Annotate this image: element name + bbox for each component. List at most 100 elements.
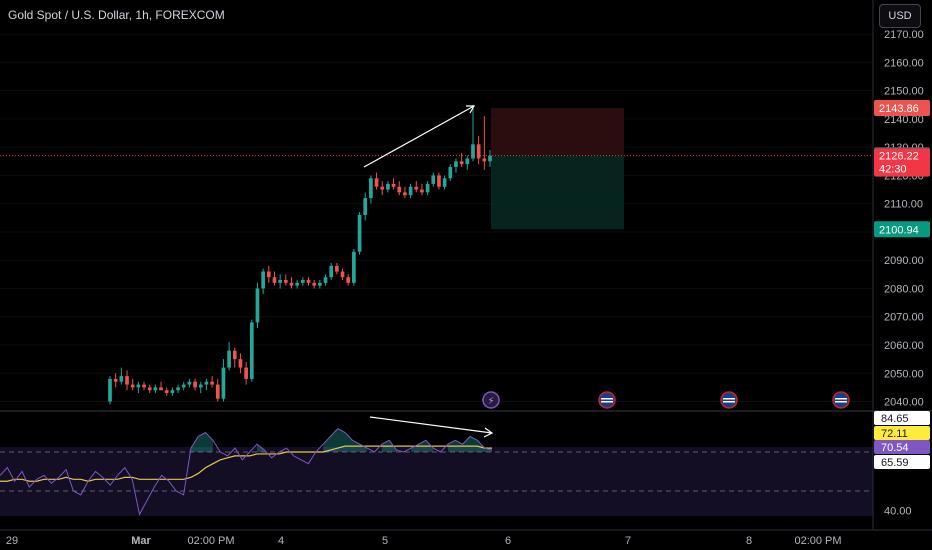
- candle-body: [232, 350, 237, 360]
- lightning-event-icon[interactable]: ⚡: [482, 391, 500, 409]
- candle-body: [130, 384, 135, 388]
- rsi-divergence-arrow: [369, 416, 493, 434]
- chart-title: Gold Spot / U.S. Dollar, 1h, FOREXCOM: [8, 8, 225, 22]
- take-profit-zone: [491, 155, 624, 230]
- candle-body: [369, 178, 373, 199]
- candle-body: [391, 183, 396, 187]
- current-price-tag-bg: [874, 148, 930, 177]
- rsi-ma-tag-bg: [874, 426, 930, 440]
- stop-loss-zone: [491, 108, 624, 156]
- candle-body: [437, 175, 441, 187]
- candle-body: [176, 387, 180, 391]
- time-tick-label: 02:00 PM: [794, 535, 841, 547]
- currency-button[interactable]: USD: [879, 4, 921, 28]
- candlesticks: [108, 104, 492, 405]
- candle-body: [283, 280, 288, 283]
- price-tick-label: 2170.00: [884, 29, 924, 41]
- candle-body: [244, 367, 248, 379]
- candle-body: [261, 271, 265, 289]
- candle-body: [198, 384, 203, 388]
- rsi-band-fill: [0, 447, 873, 516]
- candle-body: [108, 378, 112, 402]
- time-tick-label: 5: [382, 535, 388, 547]
- us-flag-event-icon[interactable]: [720, 391, 738, 409]
- current-price-tag: 2126.22: [879, 151, 919, 163]
- us-flag-event-icon[interactable]: [832, 391, 850, 409]
- rsi-ma-lower-tag-bg: [874, 455, 930, 469]
- price-tick-label: 2160.00: [884, 57, 924, 69]
- candle-body: [153, 387, 158, 391]
- candle-body: [272, 277, 277, 283]
- rsi-divergence-arrowhead: [483, 427, 494, 438]
- candle-body: [318, 282, 322, 286]
- candle-body: [249, 322, 254, 379]
- candle-body: [476, 144, 481, 159]
- time-axis[interactable]: 29 Mar 02:00 PM 4 5 6 7 8 02:00 PM: [6, 535, 842, 547]
- candle-body: [119, 376, 124, 382]
- candle-body: [425, 183, 430, 193]
- time-tick-label: 6: [505, 535, 511, 547]
- candle-body: [414, 186, 419, 190]
- candle-body: [142, 384, 146, 388]
- time-tick-label: 29: [6, 535, 18, 547]
- candle-body: [170, 390, 175, 394]
- candle-body: [386, 183, 390, 190]
- rsi-tags: 84.65 72.11 70.54 65.59: [874, 411, 930, 469]
- candle-body: [306, 280, 311, 283]
- time-tick-label: 7: [625, 535, 631, 547]
- price-trend-arrowhead: [466, 105, 476, 114]
- candle-body: [147, 387, 152, 391]
- price-tick-label: 2060.00: [884, 340, 924, 352]
- candle-body: [482, 158, 487, 162]
- candle-body: [278, 280, 282, 283]
- candle-body: [215, 384, 220, 399]
- us-flag-event-icon[interactable]: [598, 391, 616, 409]
- candle-body: [181, 384, 186, 388]
- price-axis[interactable]: 2040.00 2050.00 2060.00 2070.00 2080.00 2090.…: [884, 29, 924, 408]
- rsi-ma-upper-tag: 84.65: [881, 413, 909, 425]
- candle-body: [204, 381, 209, 385]
- price-tick-label: 2140.00: [884, 114, 924, 126]
- target-price-tag: 2100.94: [879, 224, 919, 236]
- event-icons: ⚡: [482, 391, 850, 409]
- price-tick-label: 2050.00: [884, 368, 924, 380]
- candle-body: [136, 384, 141, 388]
- rsi-ma-lower-tag: 65.59: [881, 457, 909, 469]
- candle-body: [125, 376, 129, 385]
- candle-body: [164, 390, 169, 394]
- rsi-ma-upper-tag-bg: [874, 411, 930, 425]
- time-tick-label: 4: [278, 535, 284, 547]
- candle-body: [352, 251, 356, 283]
- candle-body: [227, 350, 231, 368]
- candle-body: [431, 175, 436, 184]
- candle-body: [323, 277, 328, 283]
- rsi-ma-tag: 72.11: [881, 428, 908, 440]
- candle-body: [329, 265, 334, 278]
- candle-body: [335, 265, 339, 272]
- gridlines: [0, 33, 873, 403]
- candle-body: [357, 215, 362, 252]
- candle-body: [255, 288, 260, 323]
- rsi-overbought-area: [447, 436, 492, 452]
- candle-body: [340, 271, 345, 278]
- rsi-value-tag-bg: [874, 440, 930, 454]
- time-tick-label: 8: [746, 535, 752, 547]
- candle-body: [363, 198, 368, 215]
- rsi-value-tag: 70.54: [881, 442, 909, 454]
- candle-body: [397, 186, 402, 193]
- candle-body: [266, 271, 271, 278]
- rsi-axis[interactable]: 40.00: [884, 506, 912, 518]
- price-tick-label: 2110.00: [884, 199, 923, 211]
- rsi-line: [0, 427, 493, 516]
- candle-body: [488, 155, 492, 162]
- candle-body: [380, 186, 385, 190]
- candle-body: [442, 178, 447, 187]
- candle-body: [210, 381, 214, 385]
- target-price-tag-bg: [874, 221, 930, 238]
- candle-body: [471, 144, 475, 159]
- time-tick-label: Mar: [131, 535, 151, 547]
- price-tick-label: 2070.00: [884, 312, 924, 324]
- candle-body: [420, 189, 424, 193]
